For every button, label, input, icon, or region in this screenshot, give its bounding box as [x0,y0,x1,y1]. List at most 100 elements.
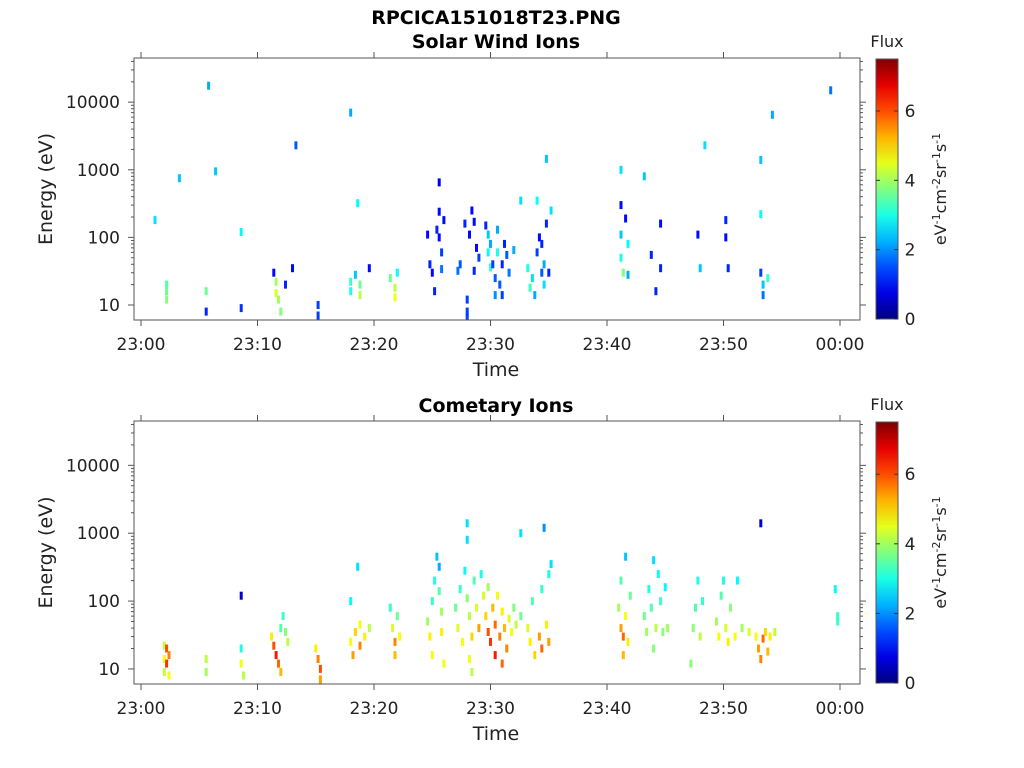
x-tick-label: 23:20 [350,335,399,355]
flux-cell [740,624,744,633]
flux-cell [512,603,516,612]
flux-cell [496,591,499,600]
flux-cell [430,268,434,277]
flux-cell [165,644,169,653]
flux-cell [736,576,739,585]
flux-cell [316,655,320,663]
flux-cell [426,617,430,626]
flux-cell [395,268,399,277]
flux-cell [619,230,623,239]
flux-cell [496,248,499,257]
flux-cell [498,632,502,641]
flux-cell [491,260,495,269]
flux-cell [465,313,469,320]
flux-cell [503,624,506,633]
flux-cell [526,624,530,633]
flux-cell [542,280,546,289]
flux-cell [642,172,646,181]
flux-cell [165,295,169,304]
flux-cell [367,264,371,273]
flux-cell [535,196,539,205]
flux-cell [204,668,208,676]
flux-cell [514,620,518,629]
flux-cell [659,219,663,228]
flux-cell [484,612,488,621]
flux-cell [696,576,700,585]
flux-cell [472,576,476,585]
flux-cell [544,620,548,629]
flux-cell [535,248,539,257]
colorbar-tick-label: 0 [905,674,916,694]
flux-cell [528,283,532,292]
flux-cell [239,304,243,313]
flux-cell [165,287,169,296]
flux-cell [757,644,760,653]
flux-cell [356,199,360,208]
y-tick-label: 10 [98,660,120,680]
flux-cell [470,668,474,676]
flux-cell [239,659,243,668]
flux-cell [472,217,476,226]
flux-cell [836,612,840,621]
colorbar-tick-label: 2 [905,604,916,624]
flux-cell [167,651,171,660]
flux-cell [472,266,476,275]
flux-cell [465,535,469,544]
flux-cell [468,230,471,239]
flux-cell [773,628,777,636]
flux-cell [465,594,469,603]
flux-cell [428,632,432,641]
flux-cell [519,196,523,205]
flux-cell [165,280,169,289]
flux-cell [537,233,541,242]
flux-cell [626,239,630,248]
flux-cell [647,585,651,594]
flux-cell [393,293,397,302]
flux-cell [654,624,658,633]
flux-cell [437,233,441,242]
cometary-ions-panel: Cometary Ions 10 100 1000 10000 23:00 23:10 23:… [35,395,950,745]
flux-cell [754,632,758,641]
flux-cell [726,637,730,646]
flux-cell [367,624,371,633]
flux-cell [461,637,464,646]
x-tick-label: 23:50 [699,699,748,719]
flux-cell [442,216,446,225]
flux-cell [468,655,471,663]
colorbar [875,421,899,684]
x-tick-label: 00:00 [816,335,865,355]
flux-cell [353,270,357,279]
flux-cell [500,291,504,300]
flux-cell [549,560,553,569]
flux-cell [316,311,320,320]
flux-cell [470,206,474,215]
flux-cell [505,250,509,259]
flux-cell [349,287,353,296]
flux-cell [761,634,765,643]
flux-cell [654,287,658,296]
flux-cell [456,624,460,633]
flux-cell [242,671,245,680]
flux-cell [486,583,490,592]
flux-cell [286,637,290,646]
flux-cell [496,225,499,234]
flux-cell [621,632,625,641]
flux-cell [759,268,763,277]
flux-cell [486,628,490,636]
y-axis-label: Energy (eV) [35,496,57,608]
heatmap-cells [153,81,833,320]
flux-cell [652,644,656,653]
flux-cell [663,583,667,592]
flux-cell [544,154,548,163]
flux-cell [207,81,211,90]
flux-cell [277,659,280,668]
x-tick-label: 23:00 [117,335,166,355]
flux-cell [388,603,392,612]
flux-cell [626,270,630,279]
flux-cell [358,641,362,650]
x-tick-label: 23:50 [699,335,748,355]
flux-cell [430,597,434,606]
flux-cell [442,659,446,668]
flux-cell [624,214,628,223]
flux-cell [349,277,353,286]
